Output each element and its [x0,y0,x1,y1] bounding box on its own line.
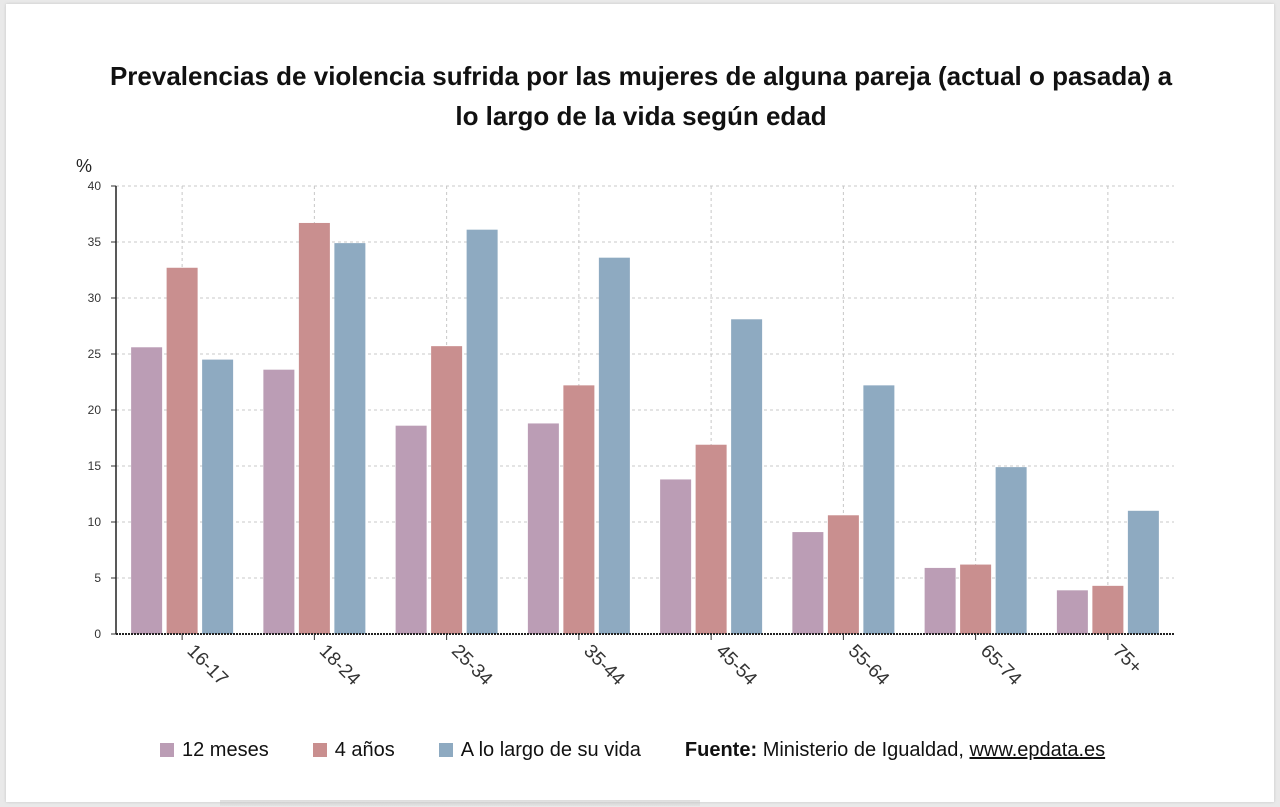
axes [111,185,1174,640]
bar [827,515,859,634]
x-tick-label: 75+ [1108,641,1146,679]
legend-item-a-lo-largo: A lo largo de su vida [438,738,641,762]
bar [527,423,559,634]
legend-swatch [312,743,327,757]
x-tick-label: 65-74 [976,641,1026,691]
bar [863,385,895,634]
legend-item-4-anos: 4 años [312,738,395,762]
bar [731,319,763,634]
x-tick-label: 45-54 [712,641,762,691]
x-tick-label: 25-34 [447,641,497,691]
bar [660,479,692,634]
bar [792,532,824,634]
x-tick-label: 55-64 [844,641,894,691]
legend-label: A lo largo de su vida [460,738,641,761]
bar [995,467,1027,634]
y-tick-label: 0 [94,627,101,641]
legend-swatch [160,743,174,757]
source-label: Fuente: [684,738,758,761]
bar [298,222,330,634]
bar [202,359,234,634]
x-tick-label: 35-44 [579,641,629,691]
source-note: Fuente: Ministerio de Igualdad, www.epda… [685,739,1105,762]
y-tick-labels: 0 5 10 15 20 25 30 35 40 [88,179,102,641]
x-tick-label: 18-24 [315,641,365,691]
source-link[interactable]: www.epdata.es [969,738,1106,761]
y-axis-unit-label: % [76,156,93,176]
bar [598,257,630,634]
x-tick-labels: 16-17 18-24 25-34 35-44 45-54 55-64 65-74 75+ [183,641,1146,691]
cropped-text-remnant [220,800,700,806]
y-tick-label: 25 [88,347,102,361]
y-tick-label: 15 [88,459,102,473]
bar [960,564,992,634]
y-tick-label: 35 [88,235,102,249]
y-tick-label: 20 [88,403,102,417]
chart-title: Prevalencias de violencia sufrida por la… [109,61,1173,131]
bar [1092,585,1124,634]
bar [563,385,595,634]
bar [431,346,463,634]
bar [395,425,427,634]
y-tick-label: 5 [94,571,101,585]
y-tick-label: 30 [88,291,102,305]
bar [1056,590,1088,634]
bar [263,369,295,634]
legend: 12 meses 4 años A lo largo de su vida Fu… [160,736,1105,764]
bar [334,243,366,634]
legend-swatch [438,743,453,757]
bar [924,567,956,634]
legend-label: 12 meses [182,738,269,761]
y-tick-label: 40 [88,179,102,193]
x-tick-label: 16-17 [183,641,232,690]
y-tick-label: 10 [88,515,102,529]
bar [466,229,498,634]
bars-group [131,222,1159,634]
bar [1127,510,1159,634]
bar [166,267,198,634]
source-text: Ministerio de Igualdad, [762,738,964,761]
legend-item-12-meses: 12 meses [160,739,269,762]
bar [695,444,727,634]
legend-label: 4 años [334,738,395,761]
bar [131,347,163,634]
